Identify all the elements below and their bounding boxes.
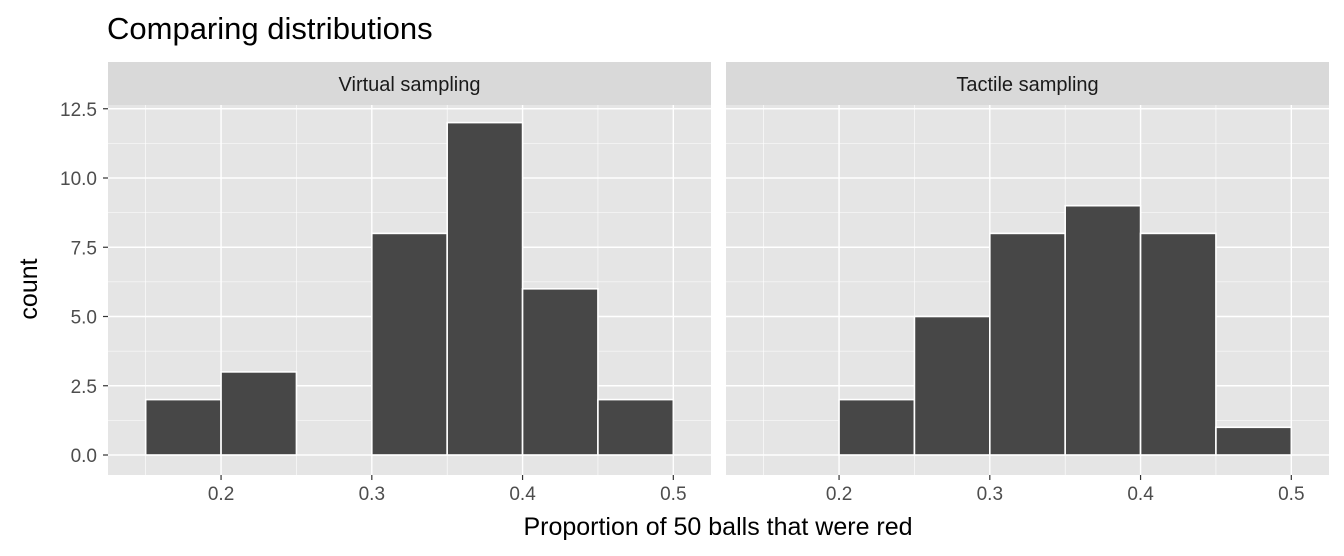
histogram-bar xyxy=(371,232,448,456)
y-tick-label: 10.0 xyxy=(60,169,97,190)
y-axis-title: count xyxy=(15,258,43,319)
histogram-bar xyxy=(989,232,1066,456)
panel-tactile-sampling: Tactile sampling 0.2 0.3 0.4 0.5 xyxy=(726,62,1329,505)
x-tick-label: 0.3 xyxy=(977,484,1003,505)
histogram-bar xyxy=(144,398,222,456)
y-tick-label: 12.5 xyxy=(60,100,97,121)
y-tick-label: 0.0 xyxy=(71,446,97,467)
x-tick-label: 0.4 xyxy=(509,484,536,505)
histogram-bar xyxy=(220,371,298,456)
chart-title: Comparing distributions xyxy=(107,11,433,46)
histogram-bar xyxy=(446,121,524,456)
histogram-bar xyxy=(1064,204,1142,456)
facet-strip-label: Virtual sampling xyxy=(339,74,481,96)
histogram-bar xyxy=(913,315,991,456)
x-tick-label: 0.5 xyxy=(1278,484,1304,505)
x-tick-label: 0.2 xyxy=(826,484,852,505)
facet-strip xyxy=(726,62,1329,105)
histogram-bar xyxy=(838,398,916,456)
y-tick-label: 2.5 xyxy=(71,377,97,398)
facet-strip xyxy=(108,62,711,105)
y-axis: 0.0 2.5 5.0 7.5 10.0 12.5 xyxy=(60,100,108,467)
histogram-bar xyxy=(521,287,599,456)
histogram-bar xyxy=(1139,232,1217,456)
y-tick-label: 5.0 xyxy=(71,308,97,329)
facet-strip-label: Tactile sampling xyxy=(956,74,1098,96)
histogram-bar xyxy=(597,398,675,456)
y-tick-label: 7.5 xyxy=(71,238,97,259)
x-tick-label: 0.3 xyxy=(359,484,385,505)
panel-virtual-sampling: Virtual sampling 0.2 0.3 0.4 0.5 xyxy=(108,62,711,505)
x-tick-label: 0.5 xyxy=(660,484,686,505)
histogram-bar xyxy=(1215,426,1293,456)
x-axis-title: Proportion of 50 balls that were red xyxy=(523,513,912,541)
x-tick-label: 0.2 xyxy=(208,484,234,505)
x-tick-label: 0.4 xyxy=(1127,484,1154,505)
